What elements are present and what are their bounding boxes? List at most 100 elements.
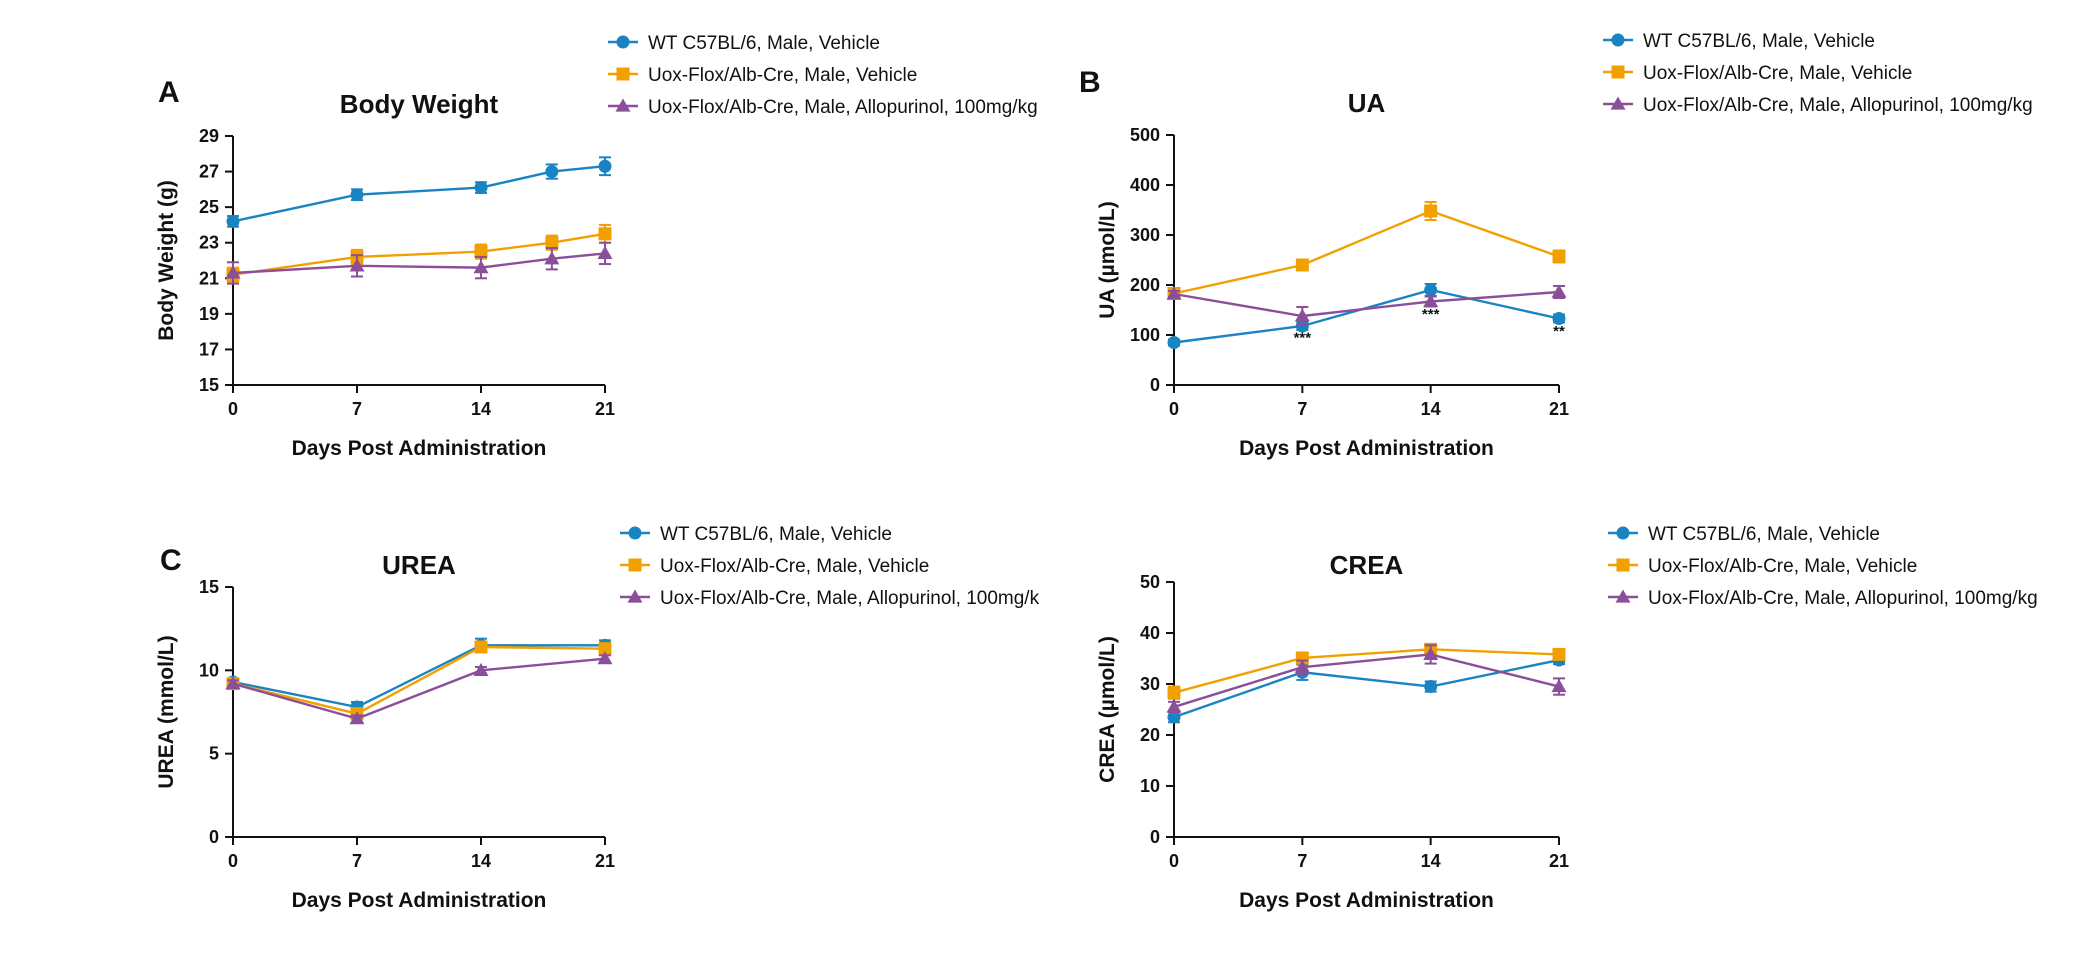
chart-svg-c: C UREA 0 5 10 15 0 7 14 21 Days Post Administratio…	[155, 524, 1050, 912]
chart-title: UA	[1348, 88, 1386, 118]
y-tick-label: 50	[1140, 572, 1160, 592]
legend-label: Uox-Flox/Alb-Cre, Male, Vehicle	[660, 556, 929, 577]
series-line	[1173, 290, 1560, 318]
data-point	[1166, 699, 1182, 713]
series-line	[232, 645, 606, 715]
x-tick-label: 21	[1549, 399, 1569, 419]
series-0	[1167, 653, 1566, 724]
data-point	[1424, 283, 1438, 297]
data-point	[350, 188, 364, 202]
data-point	[225, 676, 241, 690]
legend-marker	[1615, 589, 1631, 603]
data-point	[545, 236, 559, 250]
x-tick-label: 21	[1549, 851, 1569, 871]
data-point	[1552, 250, 1566, 263]
y-tick-label: 40	[1140, 623, 1160, 643]
y-tick-label: 25	[199, 197, 219, 217]
series-2	[225, 241, 613, 285]
x-tick-label: 7	[1297, 851, 1307, 871]
series-line	[232, 657, 606, 720]
y-tick-label: 15	[199, 577, 219, 597]
x-tick-label: 21	[595, 399, 615, 419]
data-point	[349, 258, 365, 272]
chart-svg-d: CREA 0 10 20 30 40 50 0 7 14 21 Days Post Administr…	[1096, 524, 2038, 912]
y-tick-label: 17	[199, 339, 219, 359]
series-0	[1167, 283, 1566, 349]
y-tick-label: 10	[1140, 776, 1160, 796]
legend-marker	[615, 98, 631, 112]
chart-svg-a: A Body Weight 15 17 19 21 23 25 27 29 0 7 14 21 Days P…	[155, 33, 1038, 460]
series-line	[1173, 209, 1560, 295]
data-point	[1167, 686, 1181, 700]
panel-letter: B	[1079, 66, 1101, 99]
y-tick-label: 29	[199, 126, 219, 146]
legend-marker	[616, 67, 630, 81]
data-point	[597, 245, 613, 260]
panel-letter: A	[158, 76, 180, 109]
y-axis-label: Body Weight (g)	[155, 180, 178, 341]
series-2	[1166, 644, 1567, 714]
legend-marker	[1611, 33, 1625, 47]
x-axis-label: Days Post Administration	[1239, 437, 1494, 460]
data-point	[598, 159, 612, 173]
legend-marker	[1611, 65, 1625, 79]
y-tick-label: 200	[1130, 275, 1160, 295]
data-point	[474, 245, 488, 259]
panel-letter: C	[160, 544, 182, 577]
data-point	[1295, 258, 1309, 272]
series-2	[1166, 284, 1567, 326]
x-axis-label: Days Post Administration	[292, 437, 547, 460]
y-tick-label: 500	[1130, 125, 1160, 145]
series-2	[225, 651, 613, 725]
y-axis-label: UA (µmol/L)	[1096, 201, 1119, 318]
data-point	[473, 260, 489, 274]
panel-a: A Body Weight 15 17 19 21 23 25 27 29 0 7 14 21 Days P…	[0, 0, 1039, 483]
data-point	[598, 642, 612, 656]
data-point	[545, 165, 559, 179]
y-tick-label: 100	[1130, 325, 1160, 345]
legend-label: Uox-Flox/Alb-Cre, Male, Allopurinol, 100…	[660, 588, 1039, 609]
series-1	[1167, 201, 1566, 300]
series-1	[226, 223, 612, 283]
legend-marker	[627, 589, 643, 603]
series-0	[226, 156, 612, 228]
series-line	[1173, 658, 1560, 719]
x-tick-label: 0	[1169, 851, 1179, 871]
chart-title: UREA	[382, 550, 456, 580]
significance-annotation: **	[1553, 323, 1565, 340]
x-tick-label: 7	[352, 851, 362, 871]
y-tick-label: 10	[199, 660, 219, 680]
y-tick-label: 0	[209, 827, 219, 847]
legend-label: Uox-Flox/Alb-Cre, Male, Vehicle	[648, 65, 917, 86]
data-point	[226, 214, 240, 228]
x-tick-label: 14	[471, 399, 491, 419]
legend-marker	[1616, 558, 1630, 572]
chart-title: CREA	[1330, 550, 1404, 580]
panel-d: CREA 0 10 20 30 40 50 0 7 14 21 Days Post Administr…	[1039, 478, 2078, 961]
x-tick-label: 7	[1297, 399, 1307, 419]
data-point	[1166, 286, 1182, 300]
data-point	[225, 265, 241, 279]
data-point	[1424, 680, 1438, 694]
x-tick-label: 7	[352, 399, 362, 419]
y-axis-label: UREA (mmol/L)	[155, 635, 178, 788]
data-point	[1423, 646, 1439, 661]
y-tick-label: 0	[1150, 375, 1160, 395]
data-point	[1294, 659, 1310, 673]
x-axis-label: Days Post Administration	[292, 889, 547, 912]
x-tick-label: 0	[1169, 399, 1179, 419]
y-tick-label: 21	[199, 268, 219, 288]
legend-label: WT C57BL/6, Male, Vehicle	[1643, 31, 1875, 52]
x-tick-label: 14	[471, 851, 491, 871]
y-axis-label: CREA (µmol/L)	[1096, 636, 1119, 783]
x-tick-label: 14	[1421, 851, 1441, 871]
data-point	[1167, 336, 1181, 349]
y-tick-label: 19	[199, 304, 219, 324]
legend-label: WT C57BL/6, Male, Vehicle	[660, 524, 892, 545]
data-point	[1167, 710, 1181, 724]
series-1	[226, 640, 612, 721]
data-point	[1551, 679, 1567, 693]
y-tick-label: 0	[1150, 827, 1160, 847]
data-point	[597, 651, 613, 665]
series-line	[1173, 288, 1560, 344]
